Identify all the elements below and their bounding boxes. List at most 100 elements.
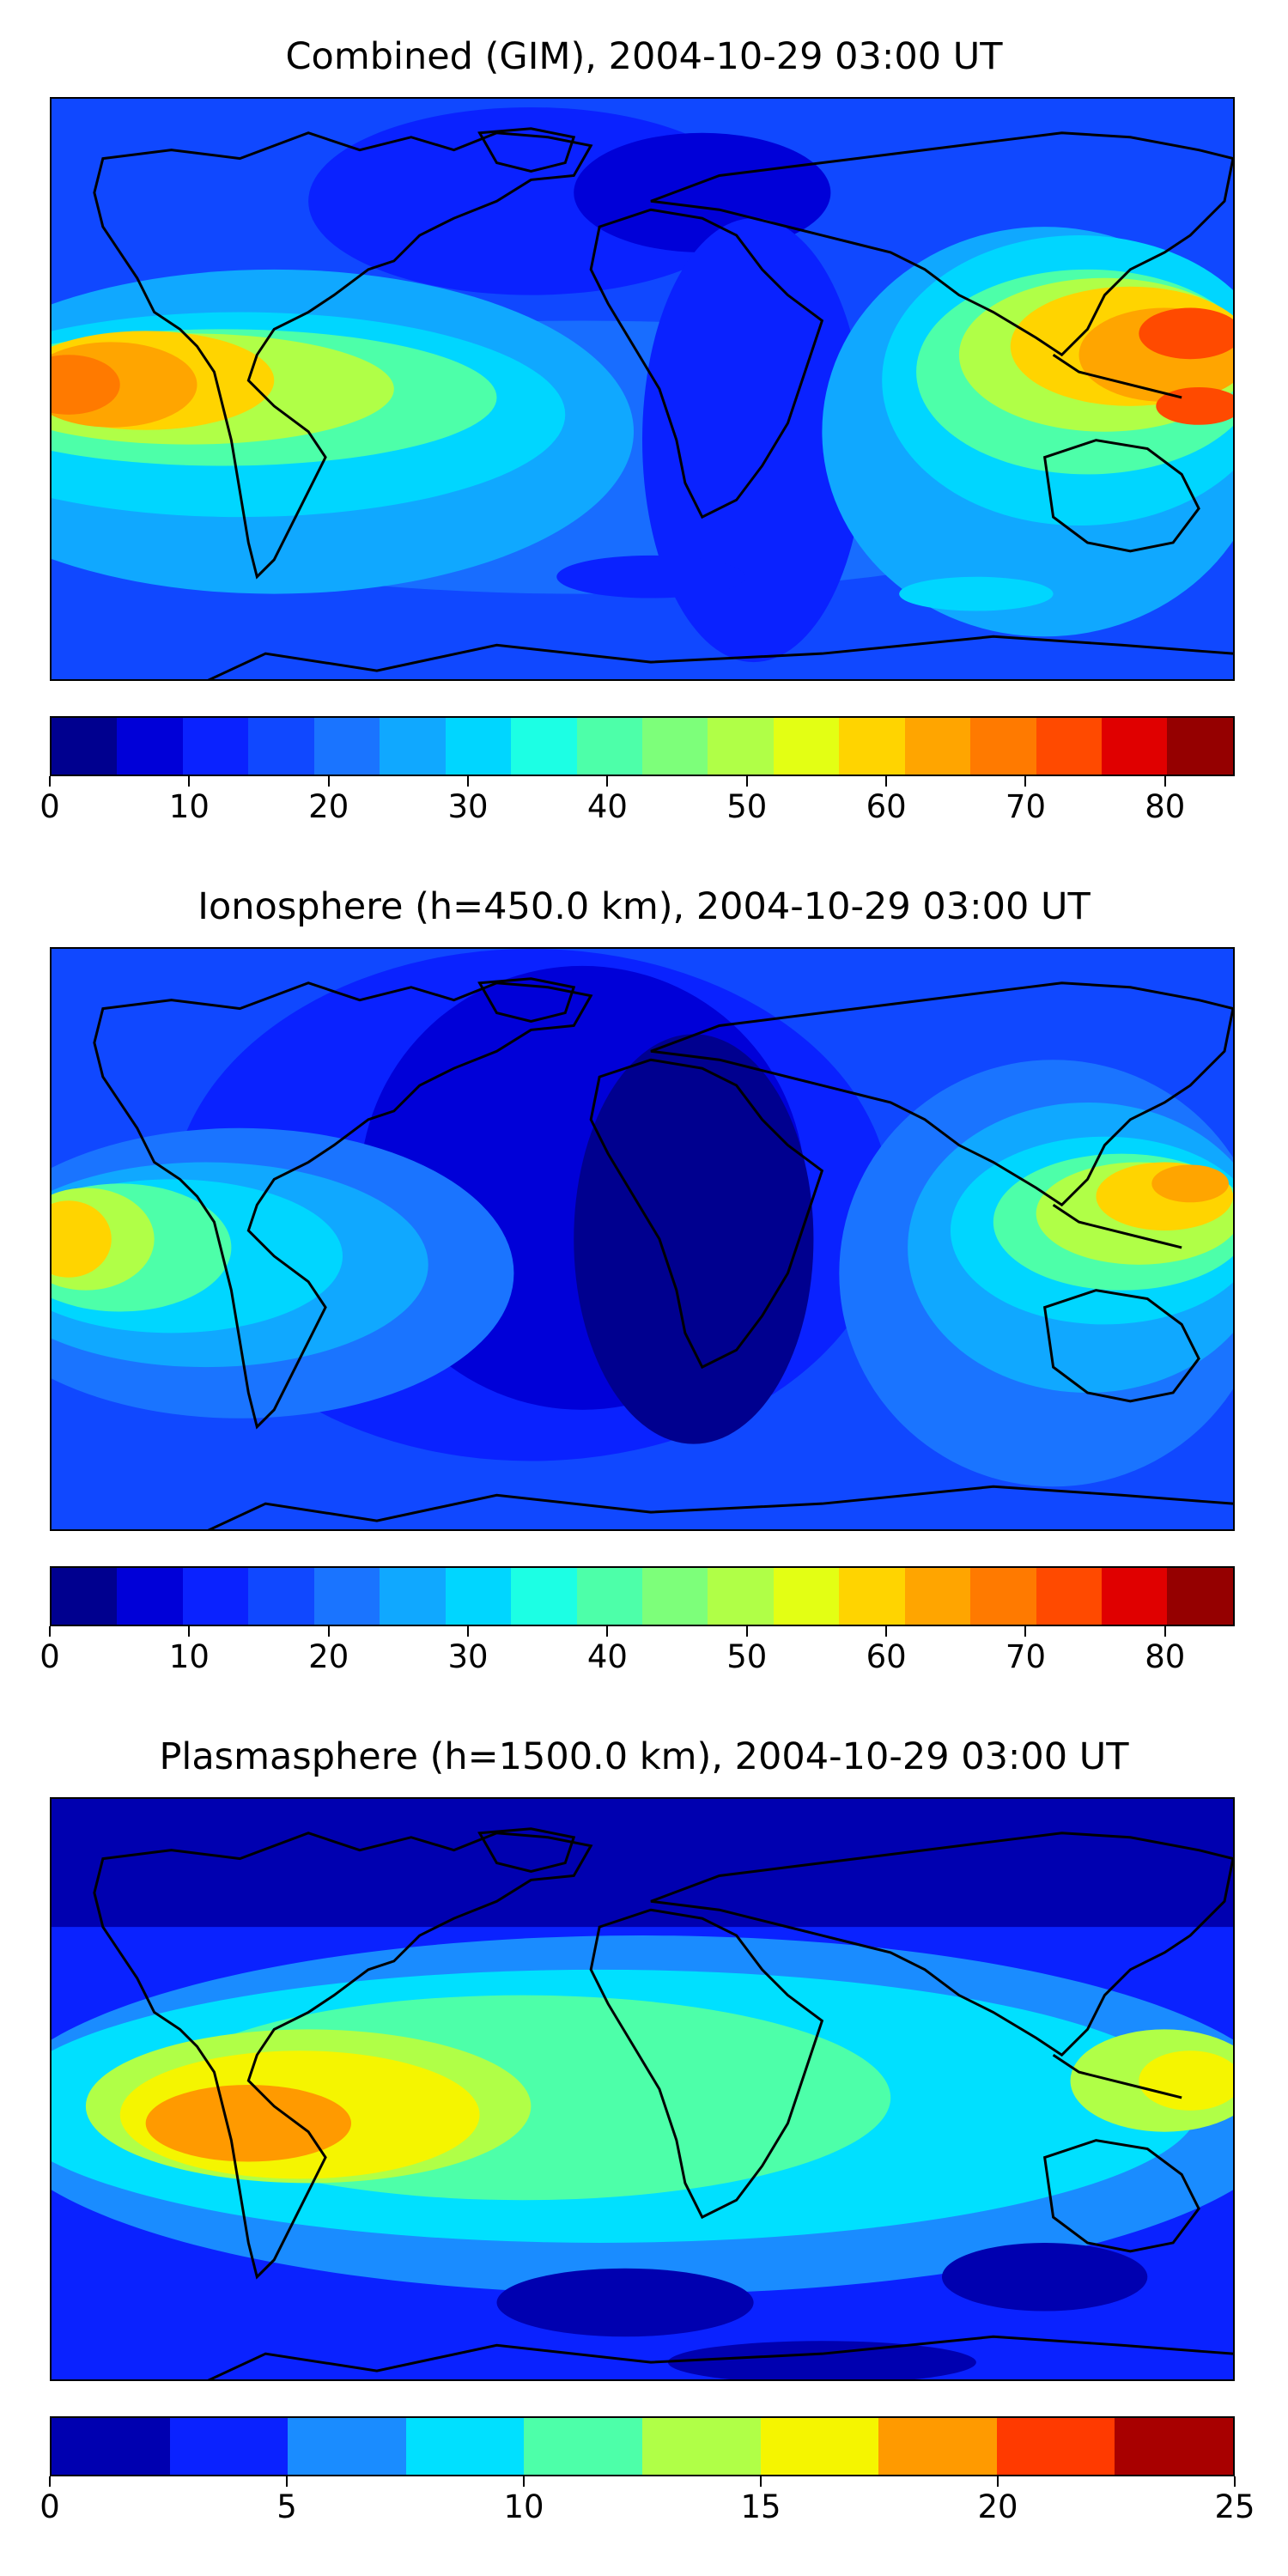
field-contours xyxy=(52,949,1233,1529)
colorbar-tick-mark xyxy=(1163,1626,1166,1637)
colorbar-segment xyxy=(380,1568,446,1625)
panel-title-plasmasphere: Plasmasphere (h=1500.0 km), 2004-10-29 0… xyxy=(159,1735,1129,1778)
map-combined xyxy=(50,97,1235,681)
colorbar-segment xyxy=(970,1568,1036,1625)
colorbar-segment xyxy=(839,718,905,775)
colorbar-segment xyxy=(773,1568,840,1625)
colorbar-tick-label: 20 xyxy=(977,2488,1018,2525)
panel-title-combined: Combined (GIM), 2004-10-29 03:00 UT xyxy=(285,35,1003,78)
colorbar-tick-mark xyxy=(1024,1626,1027,1637)
colorbar-tick-label: 70 xyxy=(1005,1638,1047,1675)
colorbar-tick-label: 0 xyxy=(39,2488,60,2525)
colorbar-segment xyxy=(52,1568,118,1625)
colorbar-tick-mark xyxy=(49,2476,51,2487)
colorbar-tick-mark xyxy=(760,2476,762,2487)
colorbar-plasmasphere xyxy=(50,2416,1235,2476)
colorbar-segment xyxy=(511,718,577,775)
colorbar-segment xyxy=(970,718,1036,775)
colorbar-segment xyxy=(511,1568,577,1625)
colorbar-segment xyxy=(313,1568,380,1625)
colorbar-segment xyxy=(839,1568,905,1625)
colorbar-segment xyxy=(904,718,971,775)
colorbar-tick-label: 40 xyxy=(586,788,628,825)
colorbar-segment xyxy=(773,718,840,775)
colorbar-tick-label: 0 xyxy=(39,1638,60,1675)
colorbar-segment xyxy=(641,718,708,775)
colorbar-tick-label: 30 xyxy=(447,1638,489,1675)
field-contours xyxy=(52,1799,1233,2379)
colorbar-tick-label: 70 xyxy=(1005,788,1047,825)
colorbar-tick-mark xyxy=(467,776,470,787)
colorbar-segment xyxy=(996,2418,1115,2475)
coastlines xyxy=(93,127,1233,679)
colorbar-segment xyxy=(288,2418,406,2475)
colorbar-segment xyxy=(52,718,118,775)
colorbar-tick-label: 20 xyxy=(308,788,349,825)
colorbar-tick-mark xyxy=(606,1626,609,1637)
colorbar-tick-mark xyxy=(327,1626,330,1637)
colorbar-tick-label: 80 xyxy=(1145,1638,1186,1675)
colorbar-segment xyxy=(1036,718,1102,775)
coastlines xyxy=(93,1827,1233,2379)
colorbar-segment xyxy=(708,718,774,775)
colorbar-tick-mark xyxy=(1234,2476,1236,2487)
colorbar-segment xyxy=(1115,2418,1233,2475)
colorbar-tick-label: 50 xyxy=(726,788,768,825)
map-plasmasphere xyxy=(50,1797,1235,2381)
colorbar-tick-label: 10 xyxy=(168,788,210,825)
colorbar-segment xyxy=(169,2418,289,2475)
colorbar-tick-mark xyxy=(523,2476,525,2487)
colorbar-tick-label: 10 xyxy=(168,1638,210,1675)
colorbar-segment xyxy=(313,718,380,775)
colorbar-segment xyxy=(248,718,314,775)
colorbar-segment xyxy=(1036,1568,1102,1625)
colorbar-tick-mark xyxy=(745,776,748,787)
colorbar-segment xyxy=(248,1568,314,1625)
colorbar-tick-mark xyxy=(286,2476,288,2487)
colorbar-tick-mark xyxy=(1024,776,1027,787)
colorbar-tick-mark xyxy=(49,776,51,787)
colorbar-segment xyxy=(405,2418,525,2475)
colorbar-segment xyxy=(182,718,249,775)
colorbar-tick-mark xyxy=(745,1626,748,1637)
colorbar-segment xyxy=(445,1568,512,1625)
colorbar-combined xyxy=(50,716,1235,776)
colorbar-tick-mark xyxy=(1163,776,1166,787)
colorbar-tick-label: 80 xyxy=(1145,788,1186,825)
colorbar-tick-mark xyxy=(885,1626,888,1637)
colorbar-tick-label: 5 xyxy=(276,2488,297,2525)
colorbar-segment xyxy=(524,2418,642,2475)
colorbar-segment xyxy=(878,2418,997,2475)
colorbar-segment xyxy=(1167,1568,1233,1625)
colorbar-tick-mark xyxy=(885,776,888,787)
colorbar-tick-mark xyxy=(188,776,191,787)
colorbar-tick-label: 20 xyxy=(308,1638,349,1675)
colorbar-tick-label: 30 xyxy=(447,788,489,825)
colorbar-tick-mark xyxy=(188,1626,191,1637)
colorbar-segment xyxy=(1167,718,1233,775)
colorbar-segment xyxy=(182,1568,249,1625)
colorbar-segment xyxy=(760,2418,879,2475)
colorbar-ionosphere xyxy=(50,1566,1235,1626)
colorbar-segment xyxy=(576,718,642,775)
colorbar-segment xyxy=(641,1568,708,1625)
colorbar-tick-mark xyxy=(327,776,330,787)
colorbar-tick-label: 40 xyxy=(586,1638,628,1675)
colorbar-segment xyxy=(576,1568,642,1625)
colorbar-segment xyxy=(117,718,183,775)
colorbar-tick-label: 0 xyxy=(39,788,60,825)
colorbar-tick-label: 60 xyxy=(866,788,907,825)
colorbar-segment xyxy=(380,718,446,775)
colorbar-segment xyxy=(445,718,512,775)
colorbar-segment xyxy=(52,2418,170,2475)
colorbar-segment xyxy=(117,1568,183,1625)
colorbar-tick-label: 15 xyxy=(740,2488,781,2525)
coastlines xyxy=(93,977,1233,1529)
colorbar-segment xyxy=(1102,1568,1168,1625)
colorbar-tick-mark xyxy=(467,1626,470,1637)
colorbar-tick-label: 25 xyxy=(1214,2488,1255,2525)
colorbar-tick-label: 50 xyxy=(726,1638,768,1675)
colorbar-segment xyxy=(904,1568,971,1625)
colorbar-segment xyxy=(641,2418,761,2475)
colorbar-segment xyxy=(1102,718,1168,775)
